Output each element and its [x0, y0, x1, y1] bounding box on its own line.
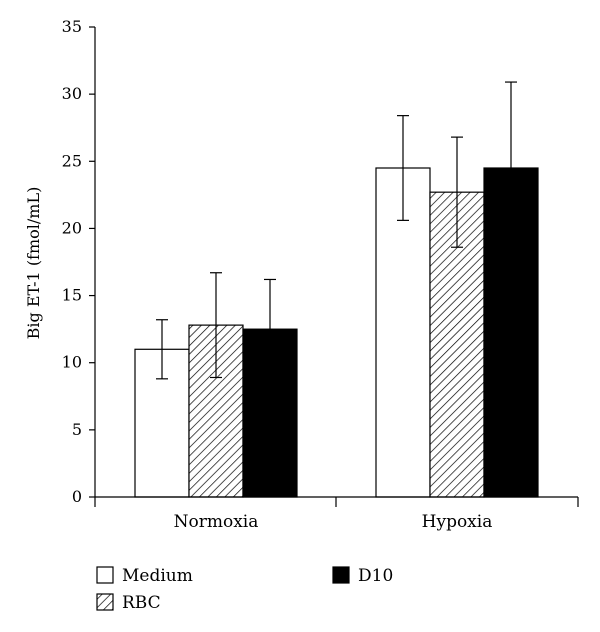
- plot-area: 0 5 10 15 20 25 30 35 Normoxia Hypoxia: [62, 17, 579, 532]
- legend-swatch-medium: [96, 566, 114, 584]
- x-category-label: Hypoxia: [422, 512, 493, 532]
- legend-label-rbc: RBC: [122, 593, 161, 613]
- y-axis-title: Big ET-1 (fmol/mL): [24, 187, 43, 340]
- y-tick-label: 20: [62, 218, 82, 237]
- legend-swatch-rbc: [96, 593, 114, 611]
- y-tick-label: 35: [62, 17, 82, 36]
- y-tick-label: 5: [72, 420, 82, 439]
- y-tick-label: 15: [62, 286, 82, 305]
- y-tick-label: 25: [62, 151, 82, 170]
- legend-label-d10: D10: [358, 566, 393, 586]
- legend-swatch-d10: [332, 566, 350, 584]
- legend: Medium RBC D10: [96, 566, 393, 613]
- y-tick-label: 30: [62, 84, 82, 103]
- y-tick-label: 0: [72, 487, 82, 506]
- y-tick-label: 10: [62, 353, 82, 372]
- legend-label-medium: Medium: [122, 566, 193, 586]
- x-category-label: Normoxia: [174, 512, 259, 532]
